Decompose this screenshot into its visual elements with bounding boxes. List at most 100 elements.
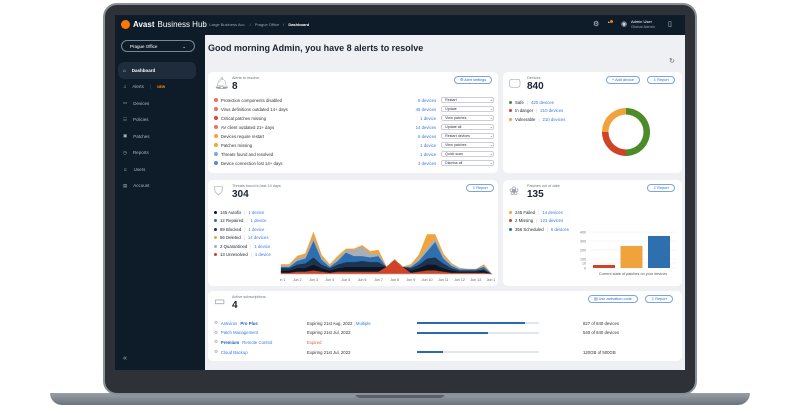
y-tick-label: 300 bbox=[580, 239, 586, 243]
subscriptions-card: ▭ Active subscriptions 4 ▤ Use activatio… bbox=[208, 291, 682, 361]
multiple-link[interactable]: Multiple bbox=[355, 320, 371, 326]
refresh-icon[interactable]: ↻ bbox=[669, 58, 675, 65]
gear-icon[interactable]: ⚙ bbox=[593, 21, 600, 28]
sidebar-item-dashboard[interactable]: ⌂ Dashboard bbox=[118, 62, 196, 79]
alert-status-icon bbox=[214, 143, 218, 147]
sidebar-item-patches[interactable]: ▣ Patches bbox=[118, 128, 196, 145]
legend-device-link[interactable]: 420 devices bbox=[530, 99, 554, 105]
y-tick-label: 400 bbox=[580, 230, 586, 234]
legend-item: 56 Deleted | 14 devices bbox=[214, 234, 268, 242]
subscription-icon: ⚙ bbox=[214, 349, 218, 355]
alert-action-select[interactable]: View patches ⌄ bbox=[441, 142, 494, 148]
avast-logo-icon bbox=[121, 20, 130, 29]
legend-device-link[interactable]: 1 device bbox=[254, 252, 271, 257]
x-tick-label: Jun 12 bbox=[454, 278, 465, 282]
policies-icon: ☷ bbox=[123, 116, 128, 122]
alert-action-select[interactable]: Update all ⌄ bbox=[441, 124, 494, 130]
usage-text: 827 of 840 devices bbox=[583, 320, 620, 326]
breadcrumb-office[interactable]: Prague Office bbox=[254, 22, 280, 27]
alert-device-count-link[interactable]: 14 devices bbox=[415, 124, 437, 130]
legend-item: 2 Quarantined | 1 device bbox=[214, 242, 270, 250]
devices-count: 840 bbox=[527, 81, 544, 92]
devices-report-button[interactable]: ⇩ Report bbox=[647, 76, 675, 84]
alert-status-icon bbox=[214, 152, 218, 156]
alert-device-count-link[interactable]: 1 device bbox=[420, 151, 437, 157]
legend-device-link[interactable]: 6 devices bbox=[550, 226, 569, 232]
sidebar-item-policies[interactable]: ☷ Policies bbox=[118, 112, 196, 129]
bar-scheduled bbox=[648, 235, 670, 268]
legend-item: In danger | 210 devices bbox=[509, 107, 563, 115]
subscriptions-report-button[interactable]: ⇩ Report bbox=[645, 295, 673, 303]
breadcrumb-account[interactable]: Large Business Acc. bbox=[209, 22, 246, 27]
app-logo[interactable]: Avast Business Hub bbox=[121, 20, 207, 29]
legend-device-link[interactable]: 14 devices bbox=[247, 235, 269, 240]
legend-label: 12 Repaired bbox=[220, 218, 244, 223]
collapse-sidebar-icon[interactable]: « bbox=[123, 355, 127, 362]
x-tick-label: Jun 11 bbox=[438, 278, 449, 282]
legend-device-link[interactable]: 1 device bbox=[248, 226, 265, 232]
x-tick-label: Jun 7 bbox=[374, 278, 383, 282]
subscription-icon: ⚙ bbox=[214, 320, 218, 325]
alert-device-count-link[interactable]: 3 devices bbox=[418, 160, 437, 166]
legend-item: 13 Unresolved | 1 device bbox=[214, 251, 271, 259]
alert-row: Critical patches missing 1 device View pat… bbox=[214, 114, 494, 122]
subscription-name-link[interactable]: ⚙ Patch Management bbox=[214, 329, 259, 336]
alert-device-count-link[interactable]: 6 devices bbox=[418, 133, 437, 139]
user-menu[interactable]: Admin User Global Admin bbox=[631, 19, 655, 29]
threats-report-button[interactable]: ⇩ Report bbox=[466, 184, 494, 192]
alert-device-count-link[interactable]: 1 device bbox=[420, 142, 437, 148]
alert-action-select[interactable]: Quick scan ⌄ bbox=[441, 151, 494, 157]
chevron-down-icon: ⌄ bbox=[489, 143, 493, 147]
alert-action-select[interactable]: Restart ⌄ bbox=[441, 97, 494, 103]
alert-action-select[interactable]: View patches ⌄ bbox=[441, 115, 494, 121]
patches-report-button[interactable]: ⇩ Report bbox=[647, 184, 675, 192]
area-series-deleted bbox=[280, 231, 493, 275]
home-icon[interactable]: ⌂ bbox=[203, 22, 206, 27]
sidebar-item-account[interactable]: ▤ Account bbox=[118, 178, 196, 195]
alert-action-select[interactable]: Restart devices ⌄ bbox=[441, 133, 494, 139]
legend-dot bbox=[509, 219, 512, 222]
sidebar-item-label: Account bbox=[133, 183, 150, 189]
sidebar-item-devices[interactable]: ▭ Devices bbox=[118, 95, 196, 112]
sidebar-item-reports[interactable]: ◷ Reports bbox=[118, 145, 196, 162]
alert-action-select[interactable]: Update ⌄ bbox=[441, 106, 494, 112]
alerts-card: 🔔︎ Alerts to resolve 8 ⚙ Alert settings … bbox=[208, 72, 498, 173]
main-content: Good morning Admin, you have 8 alerts to… bbox=[205, 35, 685, 370]
legend-device-link[interactable]: 210 devices bbox=[542, 116, 566, 122]
legend-device-link[interactable]: 1 device bbox=[250, 218, 267, 223]
alert-row: Device connection lost 14+ days 3 devices… bbox=[214, 159, 494, 167]
legend-device-link[interactable]: 14 devices bbox=[542, 209, 563, 215]
x-tick-label: Jun 8 bbox=[390, 278, 399, 282]
office-selector[interactable]: Prague Office ⌄ bbox=[121, 40, 195, 52]
alert-action-value: Update all bbox=[445, 125, 462, 129]
sidebar-item-alerts[interactable]: ♫ Alerts | NEW bbox=[123, 84, 166, 90]
add-device-button[interactable]: + Add device bbox=[606, 76, 640, 84]
alert-device-count-link[interactable]: 6 devices bbox=[418, 97, 437, 103]
y-tick-label: 200 bbox=[580, 248, 586, 252]
alert-device-count-link[interactable]: 1 device bbox=[420, 115, 437, 121]
subscriptions-title: Active subscriptions bbox=[232, 295, 266, 299]
alert-status-icon bbox=[214, 125, 218, 129]
y-tick-label: 0 bbox=[584, 266, 586, 270]
avatar-icon[interactable]: ◉ bbox=[621, 21, 628, 28]
legend-device-link[interactable]: 1 device bbox=[254, 243, 271, 249]
use-activation-code-button[interactable]: ▤ Use activation code bbox=[588, 295, 638, 303]
legend-dot bbox=[214, 244, 217, 248]
alert-action-select[interactable]: Dismiss all ⌄ bbox=[441, 160, 494, 166]
notifications-icon[interactable]: ◔ bbox=[606, 20, 613, 27]
subscription-status: Expired bbox=[307, 339, 322, 345]
sidebar-item-users[interactable]: ☺ Users bbox=[118, 161, 196, 178]
legend-device-link[interactable]: 1 device bbox=[248, 209, 265, 215]
legend-device-link[interactable]: 123 devices bbox=[540, 218, 564, 223]
subscription-name-link[interactable]: ⚙ Antivirus Pro Plus bbox=[214, 320, 258, 326]
subscription-name-link[interactable]: ⚙ Cloud Backup bbox=[214, 349, 248, 355]
alert-status-icon bbox=[214, 134, 218, 138]
alert-settings-button[interactable]: ⚙ Alert settings bbox=[454, 76, 493, 84]
legend-device-link[interactable]: 210 devices bbox=[540, 108, 564, 113]
devices-switch-icon[interactable]: ▯ bbox=[668, 21, 672, 28]
alert-device-count-link[interactable]: 45 devices bbox=[415, 106, 437, 112]
threats-card: ⛉ Threats found in last 14 days 304 ⇩ Re… bbox=[208, 180, 498, 286]
usage-bar bbox=[417, 322, 539, 324]
subscription-name-link[interactable]: ⚙ Premium Remote Control bbox=[214, 339, 273, 345]
